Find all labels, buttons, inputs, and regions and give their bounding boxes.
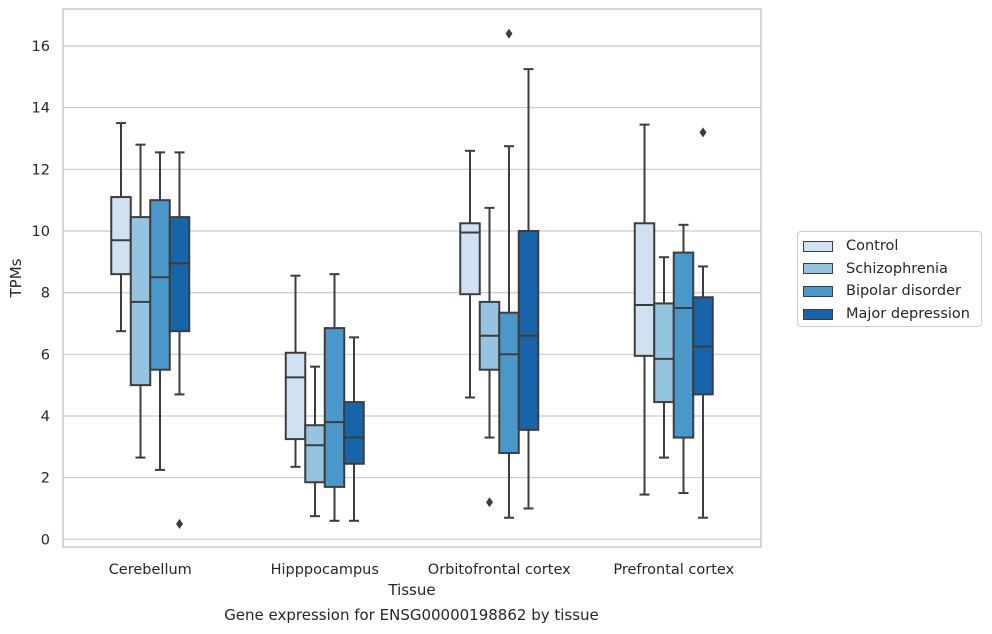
legend-swatch-major-depression bbox=[803, 308, 833, 320]
legend-item-control: Control bbox=[803, 235, 981, 258]
box-orbitofrontal-cortex-control bbox=[459, 149, 481, 399]
box-hipppocampus-control bbox=[284, 274, 307, 468]
box-iqr bbox=[517, 229, 540, 431]
y-tick-label-6: 6 bbox=[41, 347, 50, 363]
y-tick-label-0: 0 bbox=[41, 532, 50, 548]
box-orbitofrontal-cortex-schizophrenia bbox=[478, 206, 501, 508]
legend: Control Schizophrenia Bipolar disorder M… bbox=[797, 231, 982, 327]
y-tick-label-2: 2 bbox=[41, 471, 50, 487]
outlier-marker bbox=[699, 127, 707, 138]
legend-swatch-bipolar-disorder bbox=[803, 285, 833, 297]
box-iqr bbox=[168, 216, 191, 333]
y-tick-label-8: 8 bbox=[41, 286, 50, 302]
box-orbitofrontal-cortex-major-depression bbox=[517, 68, 540, 510]
box-hipppocampus-schizophrenia bbox=[304, 365, 326, 518]
y-axis-label: TPMs bbox=[7, 258, 25, 298]
boxes bbox=[110, 28, 714, 529]
box-prefrontal-cortex-major-depression bbox=[692, 127, 714, 519]
outlier-marker bbox=[505, 28, 513, 39]
box-iqr bbox=[323, 327, 346, 488]
box-hipppocampus-major-depression bbox=[343, 336, 365, 522]
box-iqr bbox=[343, 401, 365, 465]
legend-label-control: Control bbox=[846, 238, 899, 255]
x-tick-label-hipppocampus: Hipppocampus bbox=[271, 562, 379, 578]
box-iqr bbox=[149, 199, 171, 371]
box-cerebellum-major-depression bbox=[168, 151, 191, 529]
x-tick-label-orbitofrontal-cortex: Orbitofrontal cortex bbox=[428, 562, 571, 578]
box-prefrontal-cortex-schizophrenia bbox=[653, 256, 675, 459]
box-hipppocampus-bipolar-disorder bbox=[323, 273, 346, 522]
box-orbitofrontal-cortex-bipolar-disorder bbox=[498, 28, 520, 519]
y-tick-label-10: 10 bbox=[32, 224, 50, 240]
box-iqr bbox=[498, 311, 520, 454]
outlier-marker bbox=[176, 518, 183, 529]
x-tick-label-cerebellum: Cerebellum bbox=[109, 562, 192, 578]
legend-swatch-control bbox=[803, 240, 833, 252]
legend-label-schizophrenia: Schizophrenia bbox=[846, 260, 948, 277]
box-iqr bbox=[110, 196, 132, 276]
legend-item-major-depression: Major depression bbox=[803, 303, 981, 326]
outlier-marker bbox=[486, 497, 493, 508]
box-iqr bbox=[304, 424, 326, 484]
box-cerebellum-bipolar-disorder bbox=[149, 151, 171, 471]
box-iqr bbox=[672, 251, 695, 439]
y-tick-label-12: 12 bbox=[32, 162, 50, 178]
box-iqr bbox=[633, 222, 656, 357]
y-tick-labels: 0 2 4 6 8 10 12 14 16 bbox=[32, 39, 50, 548]
box-iqr bbox=[653, 302, 675, 404]
plot-area-frame bbox=[62, 8, 762, 548]
legend-item-bipolar-disorder: Bipolar disorder bbox=[803, 280, 981, 303]
box-prefrontal-cortex-bipolar-disorder bbox=[672, 223, 695, 495]
box-cerebellum-control bbox=[110, 122, 132, 333]
x-axis-label: Tissue bbox=[387, 581, 435, 599]
box-iqr bbox=[284, 351, 307, 441]
x-tick-label-prefrontal-cortex: Prefrontal cortex bbox=[613, 562, 734, 578]
y-tick-label-4: 4 bbox=[41, 409, 50, 425]
box-prefrontal-cortex-control bbox=[633, 123, 656, 496]
chart-caption: Gene expression for ENSG00000198862 by t… bbox=[224, 606, 599, 624]
x-tick-labels: Cerebellum Hipppocampus Orbitofrontal cort… bbox=[109, 562, 735, 578]
y-tick-label-16: 16 bbox=[32, 39, 50, 55]
legend-label-major-depression: Major depression bbox=[846, 306, 970, 323]
box-iqr bbox=[459, 222, 481, 296]
box-cerebellum-schizophrenia bbox=[129, 143, 152, 459]
y-tick-label-14: 14 bbox=[32, 101, 50, 117]
legend-swatch-schizophrenia bbox=[803, 263, 833, 275]
legend-item-schizophrenia: Schizophrenia bbox=[803, 258, 981, 281]
legend-label-bipolar-disorder: Bipolar disorder bbox=[846, 283, 961, 300]
